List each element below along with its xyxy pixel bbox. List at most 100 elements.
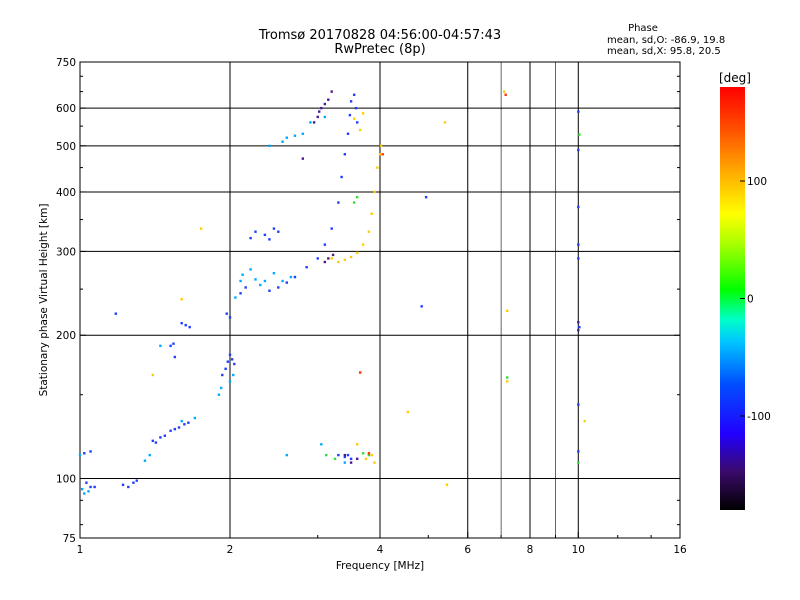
colorbar-ticks: 100 0 -100 [740,176,771,423]
data-point [169,344,172,348]
data-point [381,153,384,156]
data-point [228,316,232,319]
y-tick-label: 750 [56,57,76,69]
data-point [316,115,319,119]
data-point [281,140,284,143]
data-point [577,321,580,324]
data-point [323,102,327,106]
data-point [232,373,235,377]
x-tick-label: 10 [572,544,585,556]
data-point [193,416,197,420]
data-point [219,386,223,390]
data-point [343,455,347,459]
data-point [293,134,297,137]
data-point [301,132,305,135]
stats-o-line: mean, sd,O: -86.9, 19.8 [607,35,725,46]
x-tick-label: 2 [227,544,234,556]
data-point [343,453,347,457]
data-point [364,457,368,461]
data-point [346,453,350,457]
data-point [188,325,191,329]
data-point [230,358,234,361]
data-point [379,144,383,148]
data-point [343,258,347,262]
data-point [577,148,580,152]
data-point [355,121,359,124]
data-point [163,434,167,437]
data-point [159,344,162,348]
data-point [583,419,586,423]
data-point [285,136,288,139]
y-axis-label: Stationary phase Virtual Height [km] [38,204,50,397]
y-tick-label: 400 [56,187,76,199]
data-point [187,421,190,424]
y-tick-label: 300 [56,246,76,258]
data-point [424,195,428,199]
data-point [89,450,92,453]
data-point [249,268,252,271]
data-point [358,371,362,374]
y-tick-label: 600 [56,103,76,115]
data-point [349,457,353,461]
axis-ticks [79,61,681,539]
data-point [183,423,186,426]
data-point [226,360,230,363]
data-point [151,439,155,443]
colorbar-label: [deg] [719,71,751,85]
data-point [578,133,581,136]
data-point [578,325,581,329]
data-point [349,461,353,464]
data-point [285,281,288,284]
data-point [323,243,327,246]
data-point [80,487,84,491]
data-point [445,483,449,487]
data-point [367,453,371,457]
chart-title: Tromsø 20170828 04:56:00-04:57:43 [258,28,501,43]
y-tick-label: 200 [56,330,76,342]
data-point [289,275,293,279]
data-point [173,427,177,431]
data-point [323,260,327,264]
x-tick-label: 1 [77,544,84,556]
data-point [367,452,371,455]
data-point [285,453,288,457]
data-point [89,485,92,489]
data-point [127,485,130,489]
data-point [505,380,509,383]
data-point [121,483,125,487]
data-point [114,312,118,315]
data-point [327,257,330,260]
data-point [154,441,158,444]
data-point [93,485,96,489]
x-tick-label: 8 [527,544,534,556]
data-point [312,121,316,124]
data-point [406,410,410,414]
data-point [502,90,506,93]
data-point [244,286,247,289]
data-point [327,98,330,101]
data-point [337,201,340,204]
data-point [277,286,280,289]
data-point [239,292,242,295]
data-point [180,419,183,423]
data-point [316,257,319,260]
chart-subtitle: RwPretec (8p) [334,42,425,57]
gridlines [80,62,680,538]
data-point [293,275,297,279]
data-point [577,461,580,464]
data-point [367,230,371,233]
data-point [349,100,353,103]
data-point [228,353,232,356]
data-point [184,323,187,327]
data-point [177,426,181,429]
data-point [221,373,224,377]
tick-labels: 1 2 4 6 8 10 16 75 100 200 300 400 500 600 750 [56,57,687,556]
data-point [320,443,323,446]
data-point [504,93,507,96]
data-point [505,376,509,379]
data-point [361,243,365,246]
data-point [355,195,359,199]
data-point [159,436,162,439]
data-point [505,309,509,313]
data-point [330,257,333,260]
